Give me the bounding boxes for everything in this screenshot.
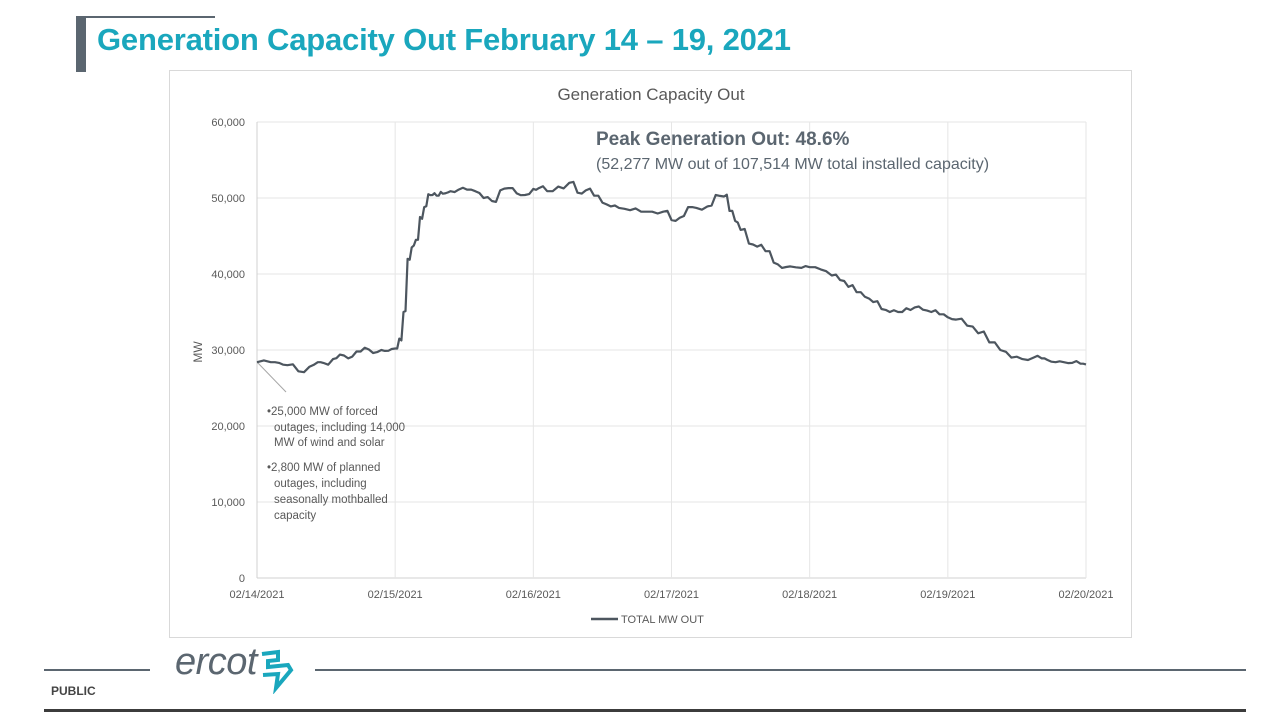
y-tick-label: 50,000 — [211, 193, 245, 205]
classification-label: PUBLIC — [51, 684, 96, 698]
callout-line: MW of wind and solar — [274, 437, 385, 449]
series-line-total-mw-out — [256, 180, 1087, 374]
callout-line: •25,000 MW of forced — [267, 406, 378, 418]
grid-lines — [256, 121, 1087, 579]
chart-title: Generation Capacity Out — [557, 85, 744, 104]
y-axis-ticks: 0 10,000 20,000 30,000 40,000 50,000 60,000 — [211, 117, 245, 585]
y-tick-label: 60,000 — [211, 117, 245, 129]
title-accent-line — [76, 16, 215, 18]
x-tick-label: 02/20/2021 — [1058, 589, 1113, 601]
x-tick-label: 02/15/2021 — [368, 589, 423, 601]
y-tick-label: 30,000 — [211, 345, 245, 357]
callout-leader-line — [256, 361, 287, 393]
y-tick-label: 20,000 — [211, 421, 245, 433]
callout-line: capacity — [274, 510, 316, 522]
y-axis-label: MW — [191, 341, 205, 363]
callout-line: seasonally mothballed — [274, 494, 388, 506]
x-tick-label: 02/16/2021 — [506, 589, 561, 601]
ercot-logo-text: ercot — [175, 641, 257, 683]
callout-line: outages, including — [274, 478, 367, 490]
title-accent-bar — [76, 16, 86, 72]
peak-annotation-subtitle: (52,277 MW out of 107,514 MW total insta… — [596, 156, 989, 173]
ercot-logo-mark-icon — [261, 649, 294, 694]
footer-bottom-rule — [44, 709, 1246, 712]
x-tick-label: 02/19/2021 — [920, 589, 975, 601]
line-chart: 0 10,000 20,000 30,000 40,000 50,000 60,000 02… — [191, 85, 1114, 626]
callout-line: outages, including 14,000 — [274, 422, 405, 434]
footer-divider-left — [44, 669, 150, 671]
y-tick-label: 0 — [239, 573, 245, 585]
x-tick-label: 02/17/2021 — [644, 589, 699, 601]
peak-annotation-title: Peak Generation Out: 48.6% — [596, 129, 850, 150]
legend-label: TOTAL MW OUT — [621, 614, 704, 626]
slide-title: Generation Capacity Out February 14 – 19… — [97, 22, 791, 57]
callout-text: •25,000 MW of forced outages, including 1… — [267, 406, 405, 522]
footer-divider-right — [315, 669, 1246, 671]
x-tick-label: 02/14/2021 — [229, 589, 284, 601]
x-tick-label: 02/18/2021 — [782, 589, 837, 601]
chart-frame: 0 10,000 20,000 30,000 40,000 50,000 60,000 02… — [169, 70, 1132, 638]
callout-line: •2,800 MW of planned — [267, 462, 380, 474]
y-tick-label: 40,000 — [211, 269, 245, 281]
y-tick-label: 10,000 — [211, 497, 245, 509]
x-axis-ticks: 02/14/2021 02/15/2021 02/16/2021 02/17/2021… — [229, 589, 1113, 601]
